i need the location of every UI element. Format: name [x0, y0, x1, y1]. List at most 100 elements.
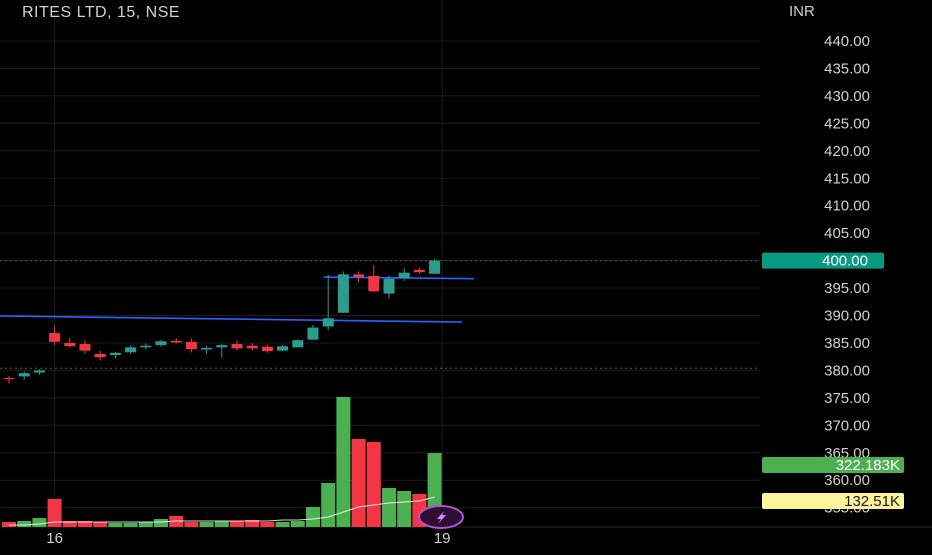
- price-tick-label: 420.00: [824, 143, 870, 160]
- candle-body: [140, 345, 152, 348]
- volume-last-badge: [762, 457, 904, 473]
- volume-last-label: 322.183K: [836, 457, 900, 474]
- candle-body: [277, 346, 289, 351]
- price-tick-label: 435.00: [824, 60, 870, 77]
- time-axis[interactable]: 16 19: [46, 530, 450, 547]
- volume-bar: [32, 518, 47, 527]
- support-trendline: [0, 315, 462, 323]
- candle-body: [337, 274, 349, 313]
- volume-bar: [93, 522, 108, 527]
- volume-bar: [397, 491, 412, 527]
- price-tick-label: 410.00: [824, 198, 870, 215]
- candle: [94, 350, 106, 361]
- candle: [49, 326, 61, 346]
- price-tick-label: 390.00: [824, 308, 870, 325]
- price-tick-label: 385.00: [824, 335, 870, 352]
- candle: [140, 343, 152, 350]
- volume-bar: [306, 507, 320, 527]
- candle-body: [307, 327, 319, 340]
- candle-body: [155, 341, 167, 346]
- price-tick-label: 360.00: [824, 472, 870, 489]
- candle: [170, 338, 182, 344]
- volume-bar: [47, 499, 62, 527]
- candle-body: [292, 340, 304, 348]
- candle-body: [368, 275, 380, 292]
- candle: [18, 371, 30, 380]
- candle: [79, 340, 91, 354]
- volume-bar: [321, 483, 336, 527]
- candle: [33, 369, 45, 375]
- volume-bar: [78, 521, 92, 527]
- candle-body: [231, 344, 243, 349]
- candle-body: [201, 347, 213, 350]
- candle: [398, 268, 410, 281]
- candle: [277, 345, 289, 352]
- currency-label: INR: [789, 3, 815, 20]
- volume-bar: [245, 520, 260, 527]
- volume-bar: [382, 488, 396, 527]
- volume-ma-line: [9, 496, 435, 526]
- lightning-icon[interactable]: [418, 505, 464, 529]
- candle-body: [246, 345, 258, 349]
- candle: [216, 344, 228, 358]
- volume-bar: [184, 522, 199, 527]
- candle: [155, 339, 167, 347]
- candle: [337, 271, 349, 313]
- volume-bar: [138, 522, 153, 527]
- last-price-label: 400.00: [822, 253, 868, 270]
- volume-bar: [351, 439, 366, 527]
- candle-body: [413, 269, 425, 273]
- candle-body: [125, 347, 137, 353]
- candle-body: [429, 260, 441, 274]
- candle-body: [64, 342, 76, 347]
- candle: [322, 274, 334, 331]
- price-axis[interactable]: 440.00 435.00 430.00 425.00 420.00 415.00 410.…: [824, 33, 870, 517]
- volume-bar: [336, 397, 351, 527]
- candle: [246, 342, 258, 351]
- volume-bar: [275, 522, 290, 527]
- candle-body: [79, 344, 91, 351]
- candle-body: [18, 373, 30, 377]
- candle-body: [33, 370, 45, 373]
- volume-bar: [154, 519, 168, 527]
- candle: [353, 271, 365, 283]
- candle: [307, 324, 319, 340]
- price-tick-label: 425.00: [824, 115, 870, 132]
- candle: [64, 338, 76, 348]
- badge-layer: 400.00 322.183K 132.51K: [418, 252, 904, 529]
- lightning-icon-bolt: [437, 511, 446, 524]
- volume-bar: [290, 521, 305, 527]
- candle: [185, 338, 197, 353]
- candle-body: [170, 340, 182, 343]
- candle-body: [3, 378, 15, 380]
- candle: [3, 375, 15, 384]
- price-tick-label: 415.00: [824, 170, 870, 187]
- candle-body: [49, 333, 61, 342]
- candle: [292, 339, 304, 348]
- candle: [368, 264, 380, 292]
- candle-body: [94, 353, 106, 358]
- volume-bar: [123, 523, 138, 527]
- price-tick-label: 375.00: [824, 390, 870, 407]
- time-tick-label: 16: [46, 530, 63, 547]
- candle: [125, 345, 137, 354]
- volume-bar: [260, 522, 275, 527]
- candle: [109, 351, 121, 359]
- candle: [261, 344, 273, 353]
- candle-body: [261, 346, 273, 352]
- volume-bar: [366, 442, 381, 527]
- volume-ma-label: 132.51K: [844, 493, 900, 510]
- candle-body: [185, 341, 197, 349]
- candle: [231, 340, 243, 351]
- candle-layer[interactable]: [3, 258, 441, 384]
- candle-body: [216, 345, 228, 348]
- candle-body: [322, 318, 334, 327]
- volume-bar: [108, 523, 123, 527]
- price-tick-label: 380.00: [824, 362, 870, 379]
- volume-bar: [17, 521, 32, 527]
- volume-bar: [199, 522, 214, 527]
- candle: [201, 345, 213, 354]
- candle: [429, 258, 441, 274]
